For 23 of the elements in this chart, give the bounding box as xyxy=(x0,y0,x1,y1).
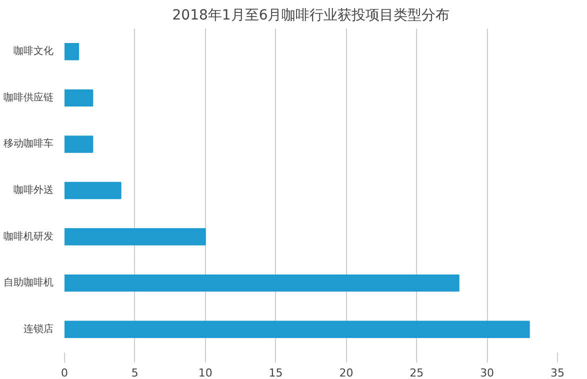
bar xyxy=(64,274,460,292)
x-tick-label: 15 xyxy=(268,366,283,379)
bar xyxy=(64,136,94,153)
bar xyxy=(64,43,80,60)
y-tick-label: 咖啡外送 xyxy=(14,184,54,196)
x-tick-label: 10 xyxy=(198,366,212,379)
x-tick-label: 35 xyxy=(550,366,564,379)
bar xyxy=(64,228,206,246)
x-tick-label: 5 xyxy=(131,366,138,379)
chart-title: 2018年1月至6月咖啡行业获投项目类型分布 xyxy=(172,8,450,24)
x-tick-label: 25 xyxy=(410,366,424,379)
y-tick-label: 连锁店 xyxy=(24,322,54,335)
y-tick-label: 咖啡文化 xyxy=(14,45,54,58)
bar xyxy=(64,89,94,107)
bar xyxy=(64,182,122,200)
x-tick-label: 30 xyxy=(480,366,494,379)
y-tick-label: 自助咖啡机 xyxy=(4,276,54,289)
bar xyxy=(64,320,530,338)
x-tick-label: 20 xyxy=(339,366,354,379)
x-tick-label: 0 xyxy=(61,366,68,379)
y-tick-label: 咖啡机研发 xyxy=(4,230,54,242)
y-tick-label: 咖啡供应链 xyxy=(4,91,54,104)
y-tick-label: 移动咖啡车 xyxy=(4,138,54,150)
